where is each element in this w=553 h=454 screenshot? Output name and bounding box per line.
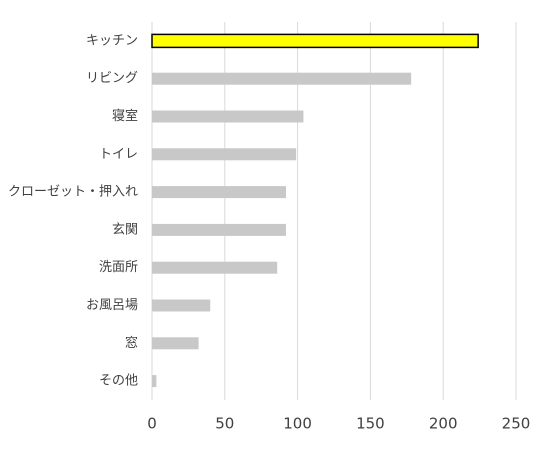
bar: [152, 261, 278, 274]
bar: [152, 223, 286, 236]
bar: [152, 186, 286, 199]
bar: [152, 375, 157, 388]
bar: [152, 299, 211, 312]
y-tick-label: 窓: [125, 335, 138, 351]
x-tick-label: 200: [429, 415, 458, 433]
bar: [152, 337, 199, 350]
x-tick-label: 0: [147, 415, 157, 433]
y-tick-label: リビング: [86, 71, 138, 86]
y-tick-label: 洗面所: [99, 260, 138, 275]
x-tick-label: 100: [283, 415, 312, 433]
x-tick-label: 150: [356, 415, 385, 433]
y-tick-label: 寝室: [112, 108, 138, 124]
bar: [151, 33, 479, 49]
y-tick-label: お風呂場: [86, 298, 138, 313]
bar: [152, 148, 297, 161]
y-tick-label: トイレ: [99, 147, 138, 162]
y-tick-label: クローゼット・押入れ: [8, 185, 138, 200]
bar: [152, 110, 304, 123]
y-tick-label: 玄関: [112, 222, 138, 237]
y-tick-label: その他: [99, 374, 138, 389]
bar: [152, 72, 412, 85]
y-tick-label: キッチン: [86, 33, 138, 48]
x-tick-label: 50: [215, 415, 234, 433]
x-tick-label: 250: [502, 415, 531, 433]
